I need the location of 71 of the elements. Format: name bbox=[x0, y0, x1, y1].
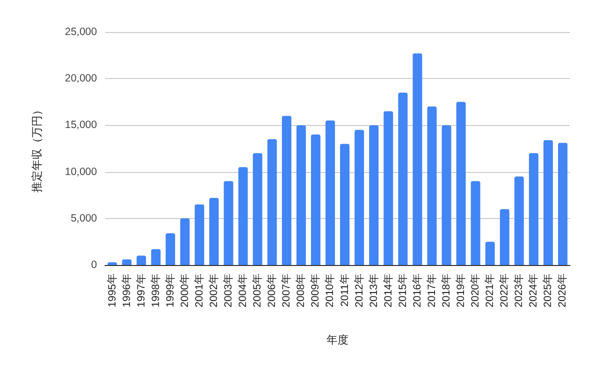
x-tick-label: 2013年 bbox=[368, 273, 380, 308]
bar bbox=[296, 125, 306, 265]
x-tick-label: 2007年 bbox=[280, 273, 293, 308]
x-axis-title: 年度 bbox=[326, 334, 348, 346]
bar bbox=[543, 140, 553, 265]
bar bbox=[166, 233, 176, 265]
x-tick-label: 2011年 bbox=[338, 273, 351, 307]
bar bbox=[485, 242, 495, 265]
bar bbox=[209, 198, 219, 265]
bar bbox=[310, 134, 320, 265]
x-tick-label: 2018年 bbox=[440, 273, 452, 308]
y-axis-title: 推定年収（万円） bbox=[30, 104, 44, 192]
x-tick-label: 2022年 bbox=[498, 273, 511, 308]
y-tick-label: 25,000 bbox=[64, 26, 98, 38]
x-tick-label: 2014年 bbox=[382, 273, 394, 308]
x-tick-label: 2024年 bbox=[528, 273, 540, 308]
x-tick-label: 1996年 bbox=[120, 273, 133, 308]
x-tick-label: 2015年 bbox=[396, 273, 409, 308]
bar bbox=[528, 153, 538, 265]
bar bbox=[442, 125, 452, 265]
bar bbox=[252, 153, 262, 265]
bar bbox=[427, 106, 437, 265]
x-tick-label: 2002年 bbox=[208, 273, 220, 308]
bar bbox=[340, 144, 350, 265]
bar bbox=[136, 256, 146, 265]
bar bbox=[267, 139, 277, 265]
x-tick-label: 2020年 bbox=[470, 273, 482, 308]
x-tick-label: 2016年 bbox=[411, 273, 424, 308]
y-tick-label: 0 bbox=[91, 259, 98, 271]
y-tick-label: 20,000 bbox=[64, 72, 98, 85]
bar bbox=[238, 167, 248, 265]
bar bbox=[456, 102, 466, 265]
x-tick-label: 2025年 bbox=[542, 273, 554, 308]
x-tick-label: 2000年 bbox=[178, 273, 191, 308]
bar bbox=[412, 53, 422, 265]
x-tick-label: 2021年 bbox=[484, 273, 496, 308]
x-tick-label: 1997年 bbox=[135, 273, 148, 308]
x-tick-label: 2010年 bbox=[324, 273, 336, 308]
x-tick-label: 2003年 bbox=[222, 273, 235, 308]
y-tick-label: 15,000 bbox=[64, 119, 98, 132]
bar bbox=[384, 111, 394, 265]
x-tick-label: 2026年 bbox=[556, 273, 569, 308]
x-tick-label: 2008年 bbox=[295, 273, 308, 308]
x-tick-label: 2004年 bbox=[237, 273, 250, 308]
x-tick-label: 2017年 bbox=[426, 273, 438, 308]
bar bbox=[369, 125, 379, 265]
x-tick-label: 2023年 bbox=[513, 273, 526, 308]
y-tick-label: 5,000 bbox=[70, 212, 98, 224]
x-tick-label: 1995年 bbox=[106, 273, 118, 308]
bar bbox=[326, 120, 335, 265]
bar bbox=[224, 181, 234, 265]
x-tick-label: 2006年 bbox=[266, 273, 278, 308]
bar bbox=[354, 130, 364, 265]
bar bbox=[122, 259, 132, 265]
x-tick-label: 1999年 bbox=[164, 273, 176, 308]
x-tick-label: 2005年 bbox=[252, 273, 264, 308]
x-tick-label: 2012年 bbox=[353, 273, 366, 308]
x-tick-label: 1998年 bbox=[150, 273, 162, 308]
bar bbox=[151, 249, 161, 265]
bar bbox=[180, 218, 190, 265]
bar bbox=[500, 209, 510, 265]
bar bbox=[514, 176, 524, 265]
x-tick-label: 2019年 bbox=[455, 273, 468, 308]
bar bbox=[398, 92, 408, 265]
bar bbox=[558, 142, 568, 265]
y-tick-label: 10,000 bbox=[64, 166, 98, 178]
x-tick-label: 2001年 bbox=[193, 273, 206, 308]
bar bbox=[194, 204, 204, 265]
bar bbox=[282, 116, 292, 265]
x-tick-label: 2009年 bbox=[310, 273, 322, 308]
bar bbox=[470, 181, 480, 265]
